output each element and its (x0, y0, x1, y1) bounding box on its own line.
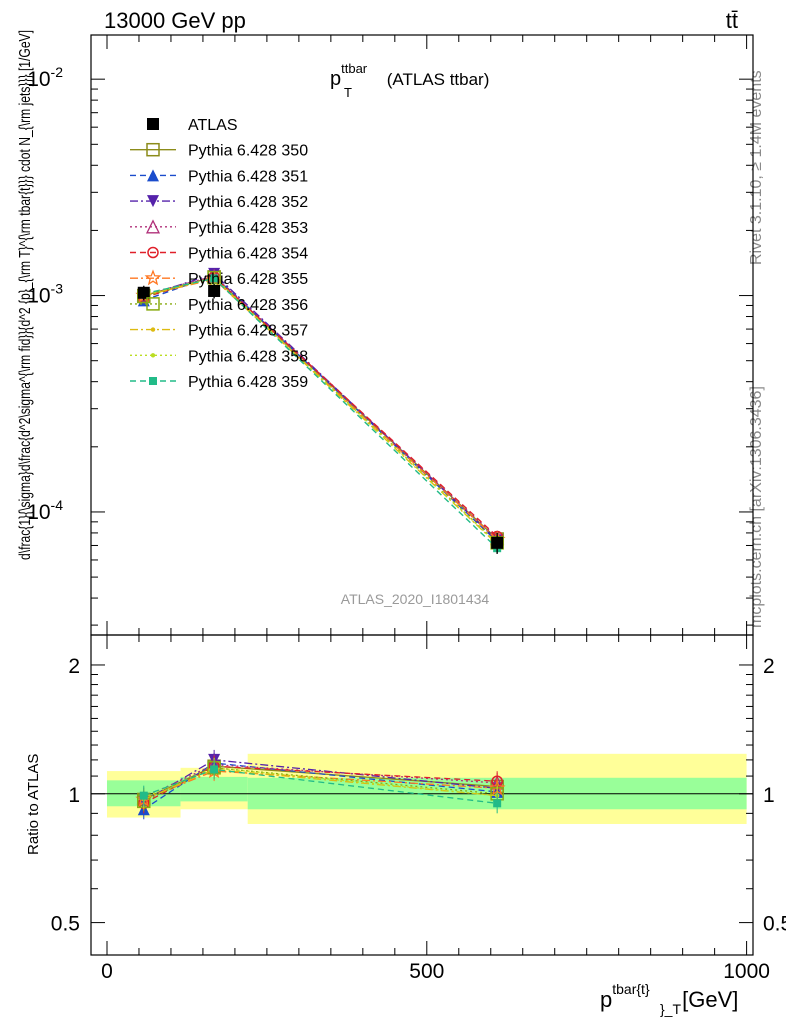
energy-label: 13000 GeV pp (104, 8, 246, 33)
legend-marker (146, 142, 160, 157)
legend-label: ATLAS (188, 117, 238, 134)
legend-entry: Pythia 6.428 356 (130, 297, 308, 314)
ratio-ylabel: Ratio to ATLAS (25, 754, 42, 855)
analysis-id: ATLAS_2020_I1801434 (341, 591, 490, 607)
legend-entry: Pythia 6.428 350 (130, 143, 308, 160)
main-ytick-label: 10-3 (27, 281, 63, 308)
legend-marker (147, 246, 159, 259)
ratio-series-line (143, 767, 498, 802)
legend-label: Pythia 6.428 351 (188, 168, 308, 185)
ratio-ytick-label-right: 2 (763, 655, 775, 678)
series-line (143, 276, 498, 540)
series-line (143, 277, 498, 545)
ratio-frame (90, 634, 754, 956)
ratio-point (493, 799, 502, 808)
series-line (143, 274, 498, 543)
legend-marker (149, 377, 157, 385)
series-line (143, 276, 498, 538)
legend-label: Pythia 6.428 359 (188, 374, 308, 391)
ratio-ytick-label-left: 2 (68, 655, 80, 678)
main-ytick-label: 10-4 (27, 497, 63, 524)
series-point (207, 270, 221, 285)
series-line (143, 276, 498, 544)
series-point (210, 274, 219, 283)
legend-label: Pythia 6.428 357 (188, 323, 308, 340)
mcplots-label: mcplots.cern.ch [arXiv:1306.3436] (748, 386, 765, 628)
ratio-ytick-label-right: 0.5 (763, 913, 786, 936)
legend-entry: ATLAS (147, 117, 238, 134)
main-ytick-label: 10-2 (27, 64, 63, 91)
data-point (208, 284, 221, 297)
series-line (143, 277, 498, 549)
title-base: p (330, 68, 341, 90)
ratio-ytick-label-right: 1 (763, 784, 775, 807)
legend-marker (147, 169, 159, 182)
series-359 (139, 274, 502, 553)
ratio-point (210, 765, 219, 774)
ratio-series-359 (139, 759, 502, 814)
legend-label: Pythia 6.428 353 (188, 220, 308, 237)
legend-label: Pythia 6.428 352 (188, 194, 308, 211)
legend: ATLAS Pythia 6.428 350 Pythia 6.428 351 Pyt… (130, 117, 308, 391)
process-label: tt̄ (726, 8, 738, 33)
legend-label: Pythia 6.428 354 (188, 246, 308, 263)
axis-ticks: 10-2 10-3 10-4 2 2 1 1 0.5 0.5 0 500 1000 (27, 35, 786, 983)
data-point (137, 286, 150, 299)
legend-label: Pythia 6.428 355 (188, 271, 308, 288)
xtick-label: 500 (409, 960, 444, 983)
legend-entry: Pythia 6.428 358 (130, 348, 308, 365)
legend-label: Pythia 6.428 358 (188, 348, 308, 365)
series-layer (135, 267, 506, 820)
xlabel-base: p (600, 987, 612, 1012)
legend-marker (147, 118, 159, 130)
title-sub: T (344, 85, 352, 100)
series-line (143, 278, 498, 541)
xtick-label: 1000 (723, 960, 770, 983)
main-ylabel: d\frac{1}{\sigma}d\frac{d^2\sigma^{\rm f… (17, 30, 34, 560)
legend-entry: Pythia 6.428 351 (130, 168, 308, 185)
axes-frames (90, 34, 754, 956)
series-atlas-data (137, 284, 504, 554)
plot-title: pttbar T (ATLAS ttbar) (330, 61, 489, 100)
rivet-label: Rivet 3.1.10, ≥ 1.4M events (748, 70, 765, 265)
x-axis-label: ptbar{t} }_T [GeV] (600, 981, 738, 1017)
ratio-ytick-label-left: 1 (68, 784, 80, 807)
legend-entry: Pythia 6.428 357 (130, 323, 308, 340)
ratio-point (139, 791, 148, 800)
title-sup: ttbar (341, 61, 368, 76)
legend-entry: Pythia 6.428 359 (130, 374, 308, 391)
legend-marker (150, 353, 156, 358)
xlabel-sup: tbar{t} (612, 981, 650, 997)
xtick-label: 0 (101, 960, 113, 983)
legend-entry: Pythia 6.428 352 (130, 194, 308, 211)
xlabel-unit: [GeV] (676, 987, 738, 1012)
legend-marker (145, 219, 161, 234)
legend-marker (150, 327, 156, 332)
series-line (143, 276, 498, 544)
legend-entry: Pythia 6.428 354 (130, 246, 308, 263)
xlabel-sub: }_T (660, 1001, 681, 1017)
legend-label: Pythia 6.428 356 (188, 297, 308, 314)
legend-label: Pythia 6.428 350 (188, 143, 308, 160)
title-rest: (ATLAS ttbar) (382, 70, 489, 89)
legend-marker (147, 195, 159, 208)
ratio-ytick-label-left: 0.5 (51, 913, 80, 936)
legend-entry: Pythia 6.428 353 (130, 219, 308, 237)
legend-marker (146, 297, 160, 311)
series-357 (141, 276, 500, 547)
legend-marker (144, 269, 162, 286)
data-point (491, 536, 504, 549)
series-358 (141, 275, 500, 546)
legend-entry: Pythia 6.428 355 (130, 269, 308, 288)
